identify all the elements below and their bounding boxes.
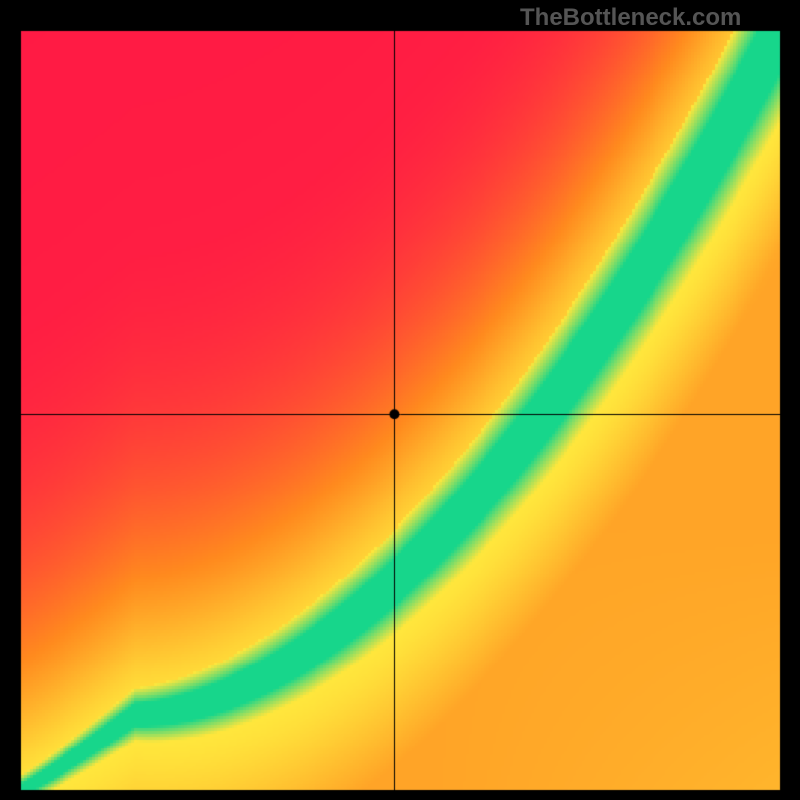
chart-container: TheBottleneck.com [0, 0, 800, 800]
bottleneck-heatmap-canvas [0, 0, 800, 800]
